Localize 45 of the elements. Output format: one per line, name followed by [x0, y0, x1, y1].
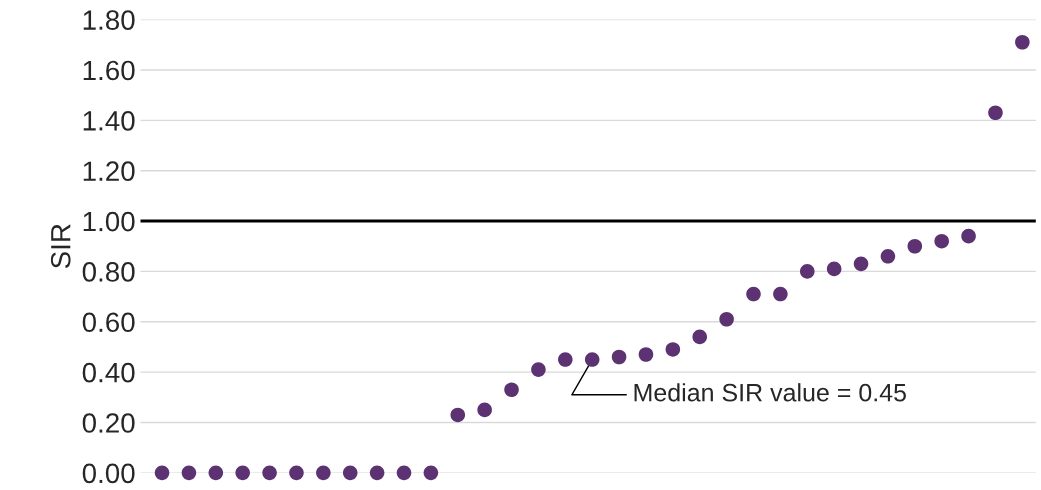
point: [423, 465, 439, 481]
point: [773, 286, 788, 302]
y-tick-label: 1.00: [83, 211, 135, 232]
y-tick-label: 0.00: [82, 463, 135, 484]
point: [746, 286, 761, 302]
point: [208, 465, 224, 481]
point: [988, 105, 1003, 121]
point: [504, 382, 519, 398]
point: [369, 465, 385, 481]
point: [934, 233, 949, 249]
point: [477, 402, 492, 418]
point: [450, 407, 466, 423]
point: [826, 261, 842, 277]
point: [853, 256, 869, 272]
y-tick-label: 1.40: [83, 110, 135, 131]
y-axis-title: SIR: [50, 224, 71, 269]
y-tick-label: 0.20: [82, 413, 135, 433]
point: [907, 238, 923, 254]
point: [584, 352, 600, 367]
point: [961, 228, 976, 244]
point: [235, 465, 250, 481]
point: [692, 329, 708, 345]
y-tick-label: 1.80: [83, 10, 135, 30]
point: [342, 465, 358, 481]
point: [289, 465, 304, 481]
point: [181, 465, 197, 481]
point: [531, 362, 546, 377]
point: [262, 465, 277, 481]
point: [316, 465, 331, 481]
point: [665, 342, 681, 357]
point: [719, 311, 734, 327]
point: [638, 347, 654, 362]
y-tick-label: 1.20: [83, 161, 135, 182]
point: [1015, 34, 1030, 50]
annotation: Median SIR value = 0.45: [634, 383, 906, 402]
y-tick-label: 0.60: [82, 312, 135, 333]
point: [611, 349, 627, 365]
point: [396, 465, 412, 481]
y-tick-label: 0.40: [82, 362, 135, 383]
point: [880, 249, 896, 264]
point: [154, 465, 170, 481]
point: [558, 352, 573, 367]
y-tick-label: 1.60: [83, 60, 135, 81]
point: [799, 264, 815, 279]
y-tick-label: 0.80: [82, 262, 135, 282]
